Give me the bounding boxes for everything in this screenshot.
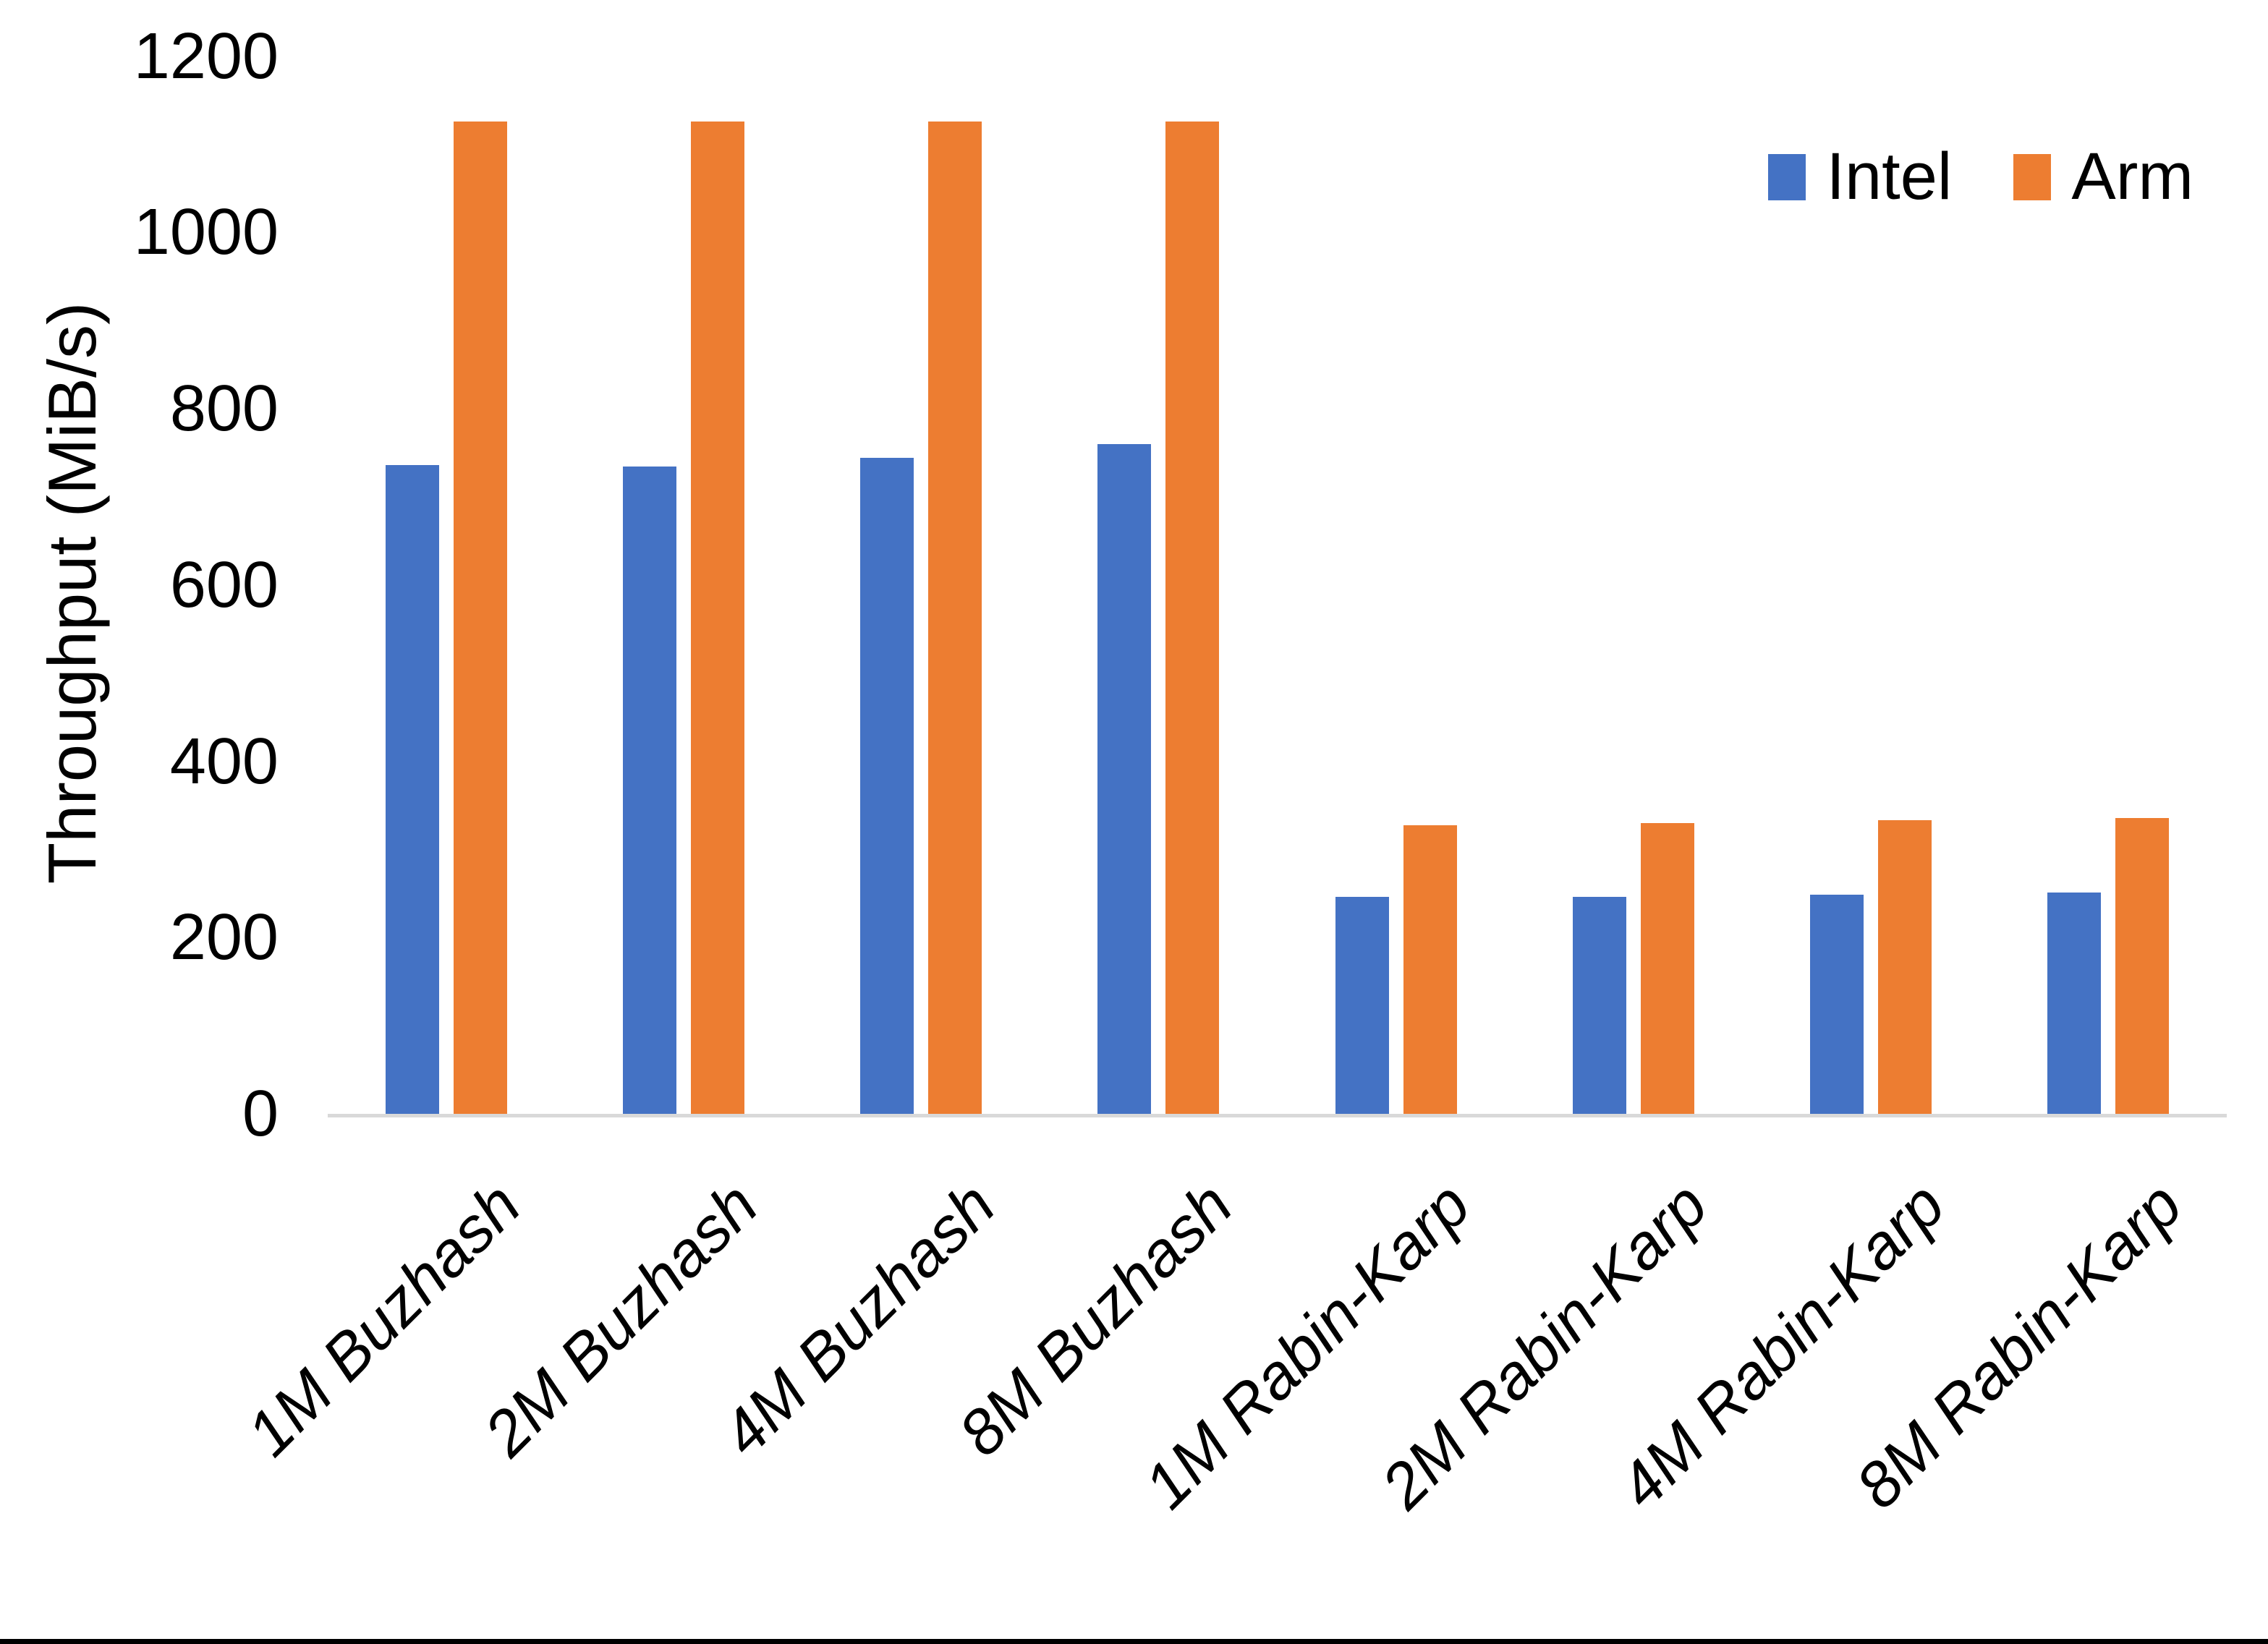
bar-intel-2m-buzhash (623, 467, 677, 1114)
legend-swatch-intel (1768, 153, 1806, 200)
bar-intel-1m-rabin-karp (1335, 897, 1389, 1114)
legend-item-arm: Arm (2013, 139, 2193, 215)
legend-swatch-arm (2013, 153, 2052, 200)
bar-arm-2m-rabin-karp (1640, 822, 1694, 1114)
y-tick-label-1200: 1200 (133, 20, 279, 93)
bar-arm-2m-buzhash (691, 121, 745, 1114)
bar-intel-4m-buzhash (860, 458, 914, 1114)
bar-arm-4m-buzhash (928, 121, 982, 1114)
bar-intel-8m-buzhash (1097, 443, 1152, 1114)
bar-arm-4m-rabin-karp (1877, 820, 1932, 1114)
legend-label-arm: Arm (2071, 140, 2193, 213)
x-axis-line (328, 1114, 2227, 1117)
bar-intel-1m-buzhash (386, 465, 440, 1114)
y-tick-label-800: 800 (169, 372, 279, 445)
bar-intel-4m-rabin-karp (1809, 894, 1864, 1114)
y-tick-label-600: 600 (169, 548, 279, 621)
legend-label-intel: Intel (1826, 140, 1953, 213)
y-tick-label-200: 200 (169, 901, 279, 974)
bar-arm-1m-buzhash (454, 121, 508, 1114)
bottom-border (0, 1639, 2268, 1644)
bar-intel-2m-rabin-karp (1572, 897, 1626, 1114)
legend: Intel Arm (1768, 139, 2193, 215)
y-tick-label-400: 400 (169, 725, 279, 798)
bar-arm-8m-buzhash (1165, 121, 1220, 1114)
legend-item-intel: Intel (1768, 139, 1952, 215)
y-axis-title: Throughput (MiB/s) (34, 302, 110, 885)
bar-arm-1m-rabin-karp (1403, 825, 1457, 1114)
bar-intel-8m-rabin-karp (2047, 893, 2101, 1114)
y-tick-label-0: 0 (242, 1078, 279, 1150)
y-tick-label-1000: 1000 (133, 196, 279, 269)
bar-arm-8m-rabin-karp (2115, 817, 2169, 1114)
